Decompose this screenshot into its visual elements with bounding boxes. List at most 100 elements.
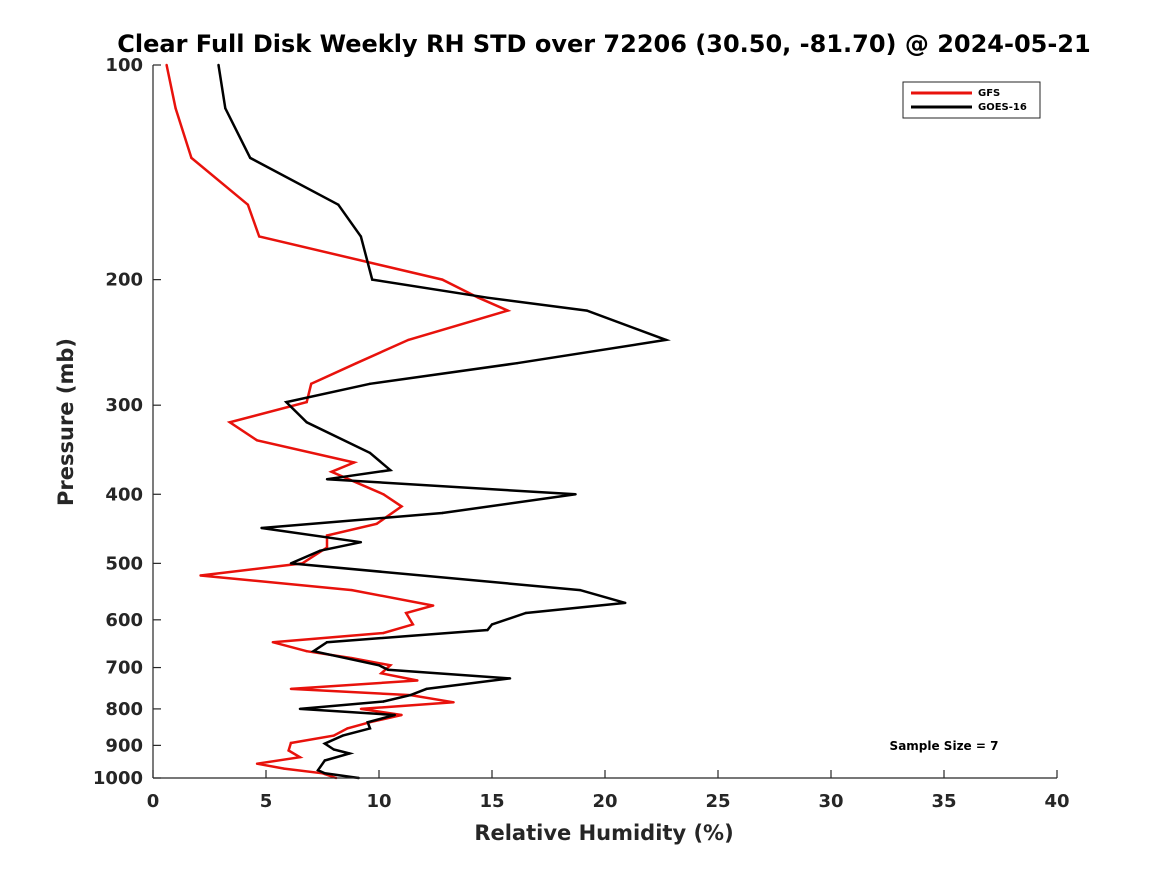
data-point-gfs-32 — [380, 672, 383, 675]
y-tick-label-600: 600 — [105, 610, 143, 631]
y-tick-label-900: 900 — [105, 735, 143, 756]
chart-title: Clear Full Disk Weekly RH STD over 72206… — [117, 30, 1090, 58]
data-point-gfs-41 — [332, 734, 335, 737]
x-tick-label-5: 5 — [260, 791, 273, 812]
data-point-goes16-34 — [382, 700, 385, 703]
data-point-gfs-11 — [305, 400, 308, 404]
data-point-goes16-24 — [524, 611, 528, 615]
data-point-gfs-45 — [255, 762, 259, 765]
data-point-goes16-22 — [578, 588, 582, 592]
x-tick-label-0: 0 — [147, 791, 160, 812]
data-point-gfs-14 — [352, 461, 356, 464]
data-point-gfs-12 — [228, 421, 231, 424]
data-point-goes16-41 — [332, 748, 335, 751]
data-point-gfs-4 — [258, 235, 261, 238]
data-point-goes16-17 — [441, 511, 444, 515]
data-point-goes16-37 — [366, 721, 369, 724]
data-point-goes16-28 — [312, 650, 315, 653]
data-point-goes16-2 — [249, 156, 252, 160]
data-point-gfs-7 — [506, 309, 509, 312]
data-point-goes16-30 — [386, 668, 390, 671]
data-point-goes16-0 — [217, 63, 220, 67]
data-point-goes16-20 — [319, 549, 322, 552]
y-tick-label-1000: 1000 — [93, 768, 143, 789]
data-point-gfs-34 — [289, 687, 293, 691]
x-tick-label-10: 10 — [366, 791, 391, 812]
data-point-gfs-5 — [441, 278, 444, 281]
data-point-gfs-17 — [400, 505, 403, 508]
y-tick-label-500: 500 — [105, 553, 143, 574]
x-tick-label-40: 40 — [1044, 791, 1069, 812]
data-point-gfs-46 — [282, 767, 286, 770]
data-point-goes16-44 — [316, 769, 320, 772]
data-point-gfs-43 — [287, 749, 290, 752]
y-tick-label-800: 800 — [105, 699, 143, 720]
legend-label-gfs: GFS — [978, 88, 1000, 99]
x-tick-label-35: 35 — [931, 791, 956, 812]
data-point-goes16-32 — [425, 687, 428, 691]
data-point-goes16-29 — [377, 664, 381, 667]
data-point-gfs-29 — [305, 650, 308, 653]
series-layer — [165, 63, 671, 780]
data-point-gfs-15 — [330, 470, 333, 473]
data-point-goes16-45 — [323, 772, 326, 775]
data-point-gfs-37 — [359, 707, 363, 711]
y-ticks: 100 200 300 400 500 600 700 800 900 1000 — [93, 55, 161, 789]
sample-size-annotation: Sample Size = 7 — [890, 739, 999, 753]
data-point-goes16-33 — [409, 693, 412, 697]
legend: GFS GOES-16 — [902, 81, 1041, 119]
data-point-gfs-38 — [400, 713, 403, 717]
data-point-goes16-4 — [359, 235, 363, 238]
data-point-goes16-18 — [260, 526, 263, 530]
data-point-gfs-23 — [350, 588, 354, 592]
data-point-goes16-31 — [508, 677, 512, 680]
y-tick-label-300: 300 — [105, 395, 143, 416]
x-ticks: 0 5 10 15 20 25 30 35 40 — [147, 770, 1070, 812]
x-tick-label-20: 20 — [592, 791, 617, 812]
legend-label-goes16: GOES-16 — [978, 102, 1027, 113]
data-point-gfs-16 — [382, 493, 385, 496]
data-point-goes16-15 — [325, 478, 329, 481]
data-point-gfs-18 — [375, 522, 378, 525]
data-point-goes16-7 — [585, 309, 589, 312]
data-point-goes16-27 — [325, 641, 329, 644]
data-point-gfs-40 — [346, 727, 349, 730]
plot-area: 0 5 10 15 20 25 30 35 40 100 200 300 400 500 600 700 80… — [93, 55, 1070, 812]
data-point-gfs-42 — [289, 741, 293, 745]
data-point-goes16-1 — [224, 107, 227, 110]
data-point-goes16-6 — [486, 296, 489, 299]
data-point-goes16-10 — [368, 382, 372, 385]
y-tick-label-700: 700 — [105, 658, 143, 679]
data-point-gfs-9 — [355, 362, 358, 365]
data-point-goes16-3 — [337, 203, 340, 206]
y-tick-label-400: 400 — [105, 484, 143, 505]
data-point-goes16-5 — [371, 278, 374, 281]
x-tick-label-15: 15 — [479, 791, 504, 812]
data-point-goes16-16 — [574, 493, 577, 496]
data-point-gfs-25 — [404, 611, 408, 615]
data-point-goes16-19 — [359, 541, 363, 544]
data-point-goes16-25 — [490, 623, 494, 626]
data-point-gfs-3 — [246, 203, 250, 206]
x-tick-label-30: 30 — [818, 791, 843, 812]
data-point-gfs-8 — [407, 338, 410, 342]
y-tick-label-200: 200 — [105, 270, 143, 291]
data-point-gfs-2 — [190, 156, 193, 160]
legend-box — [902, 81, 1041, 119]
data-point-goes16-23 — [624, 601, 627, 605]
data-point-goes16-36 — [393, 713, 396, 717]
x-tick-label-25: 25 — [705, 791, 730, 812]
data-point-gfs-28 — [271, 641, 274, 644]
data-point-goes16-39 — [341, 734, 344, 737]
x-axis-label: Relative Humidity (%) — [474, 821, 733, 845]
data-point-gfs-13 — [255, 439, 259, 442]
data-point-goes16-40 — [323, 742, 326, 745]
data-point-goes16-26 — [486, 628, 489, 632]
data-point-goes16-43 — [323, 759, 326, 762]
data-point-gfs-27 — [382, 631, 385, 635]
data-point-goes16-8 — [664, 338, 668, 342]
data-point-goes16-9 — [515, 362, 519, 365]
data-point-gfs-36 — [452, 701, 455, 704]
